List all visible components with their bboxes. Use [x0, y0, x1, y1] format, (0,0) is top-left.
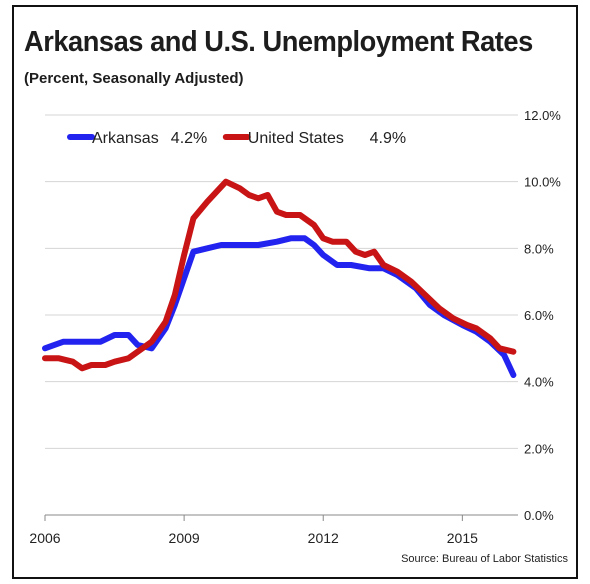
y-tick-label: 10.0%	[524, 175, 561, 190]
chart-subtitle: (Percent, Seasonally Adjusted)	[24, 70, 244, 87]
series-line-arkansas	[42, 235, 517, 378]
x-tick-label: 2015	[447, 530, 478, 546]
legend-label-arkansas: Arkansas	[92, 130, 159, 147]
y-tick-label: 4.0%	[524, 375, 554, 390]
chart-title: Arkansas and U.S. Unemployment Rates	[24, 26, 533, 58]
chart-source: Source: Bureau of Labor Statistics	[401, 553, 568, 565]
legend-value-united-states: 4.9%	[370, 130, 406, 147]
y-tick-label: 8.0%	[524, 241, 554, 256]
y-tick-label: 12.0%	[524, 108, 561, 123]
chart-frame	[12, 5, 578, 579]
y-tick-label: 0.0%	[524, 508, 554, 523]
series-line-united-states	[42, 178, 517, 372]
legend-label-united-states: United States	[248, 130, 344, 147]
legend-value-arkansas: 4.2%	[171, 130, 207, 147]
x-tick-label: 2012	[308, 530, 339, 546]
x-tick-label: 2009	[169, 530, 200, 546]
x-tick-label: 2006	[29, 530, 60, 546]
y-tick-label: 6.0%	[524, 308, 554, 323]
y-tick-label: 2.0%	[524, 441, 554, 456]
